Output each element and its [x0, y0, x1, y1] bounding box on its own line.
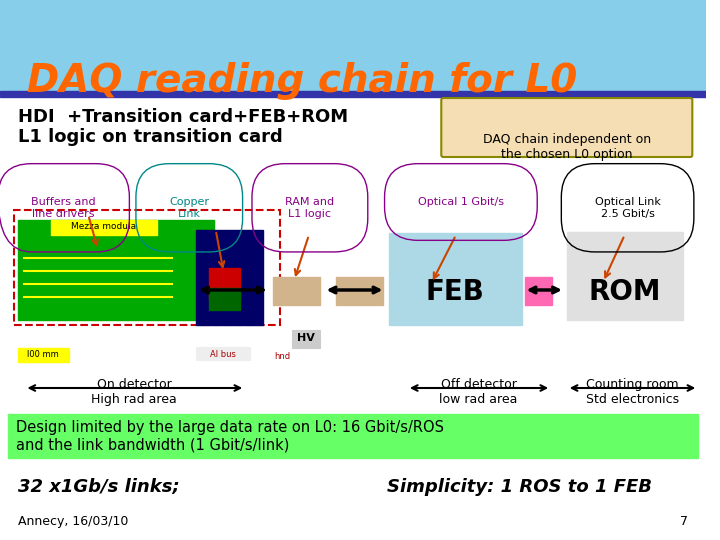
- Bar: [567, 232, 683, 320]
- Bar: [273, 277, 320, 305]
- Bar: [209, 268, 240, 300]
- Text: Annecy, 16/03/10: Annecy, 16/03/10: [18, 515, 128, 528]
- Bar: [196, 347, 250, 360]
- Text: l00 mm: l00 mm: [27, 350, 59, 359]
- Bar: [0, 0, 706, 90]
- Text: Design limited by the large data rate on L0: 16 Gbit/s/ROS
and the link bandwidt: Design limited by the large data rate on…: [16, 420, 444, 453]
- Text: RAM and
L1 logic: RAM and L1 logic: [285, 197, 334, 219]
- Bar: [0, 91, 706, 97]
- Bar: [209, 288, 240, 310]
- Text: Simplicity: 1 ROS to 1 FEB: Simplicity: 1 ROS to 1 FEB: [387, 478, 652, 496]
- Text: DAQ chain independent on
the chosen L0 option: DAQ chain independent on the chosen L0 o…: [482, 133, 651, 161]
- Text: 7: 7: [680, 515, 688, 528]
- Bar: [292, 330, 320, 348]
- Text: Mezza modula: Mezza modula: [71, 222, 137, 231]
- Bar: [18, 348, 68, 362]
- Text: HV: HV: [297, 333, 315, 343]
- Bar: [196, 230, 263, 325]
- Bar: [18, 220, 214, 320]
- Text: Al bus: Al bus: [210, 350, 235, 359]
- Text: DAQ reading chain for L0: DAQ reading chain for L0: [27, 62, 577, 100]
- Text: ROM: ROM: [588, 278, 661, 306]
- Bar: [51, 220, 157, 235]
- Text: Buffers and
line drivers: Buffers and line drivers: [32, 197, 96, 219]
- Bar: [8, 414, 698, 458]
- Bar: [525, 277, 552, 305]
- FancyBboxPatch shape: [441, 98, 693, 157]
- Text: Off detector
low rad area: Off detector low rad area: [439, 378, 518, 406]
- Text: Counting room
Std electronics: Counting room Std electronics: [586, 378, 679, 406]
- Bar: [390, 233, 522, 325]
- Text: hnd: hnd: [274, 352, 290, 361]
- Text: On detector
High rad area: On detector High rad area: [91, 378, 177, 406]
- Text: Optical Link
2.5 Gbit/s: Optical Link 2.5 Gbit/s: [595, 197, 660, 219]
- Text: Copper
Link: Copper Link: [169, 197, 210, 219]
- Text: HDI  +Transition card+FEB+ROM: HDI +Transition card+FEB+ROM: [18, 108, 348, 126]
- Text: 32 x1Gb/s links;: 32 x1Gb/s links;: [18, 478, 179, 496]
- Bar: [336, 277, 384, 305]
- Bar: [14, 210, 281, 325]
- Text: Optical 1 Gbit/s: Optical 1 Gbit/s: [418, 197, 504, 207]
- Text: FEB: FEB: [426, 278, 485, 306]
- Text: L1 logic on transition card: L1 logic on transition card: [18, 128, 282, 146]
